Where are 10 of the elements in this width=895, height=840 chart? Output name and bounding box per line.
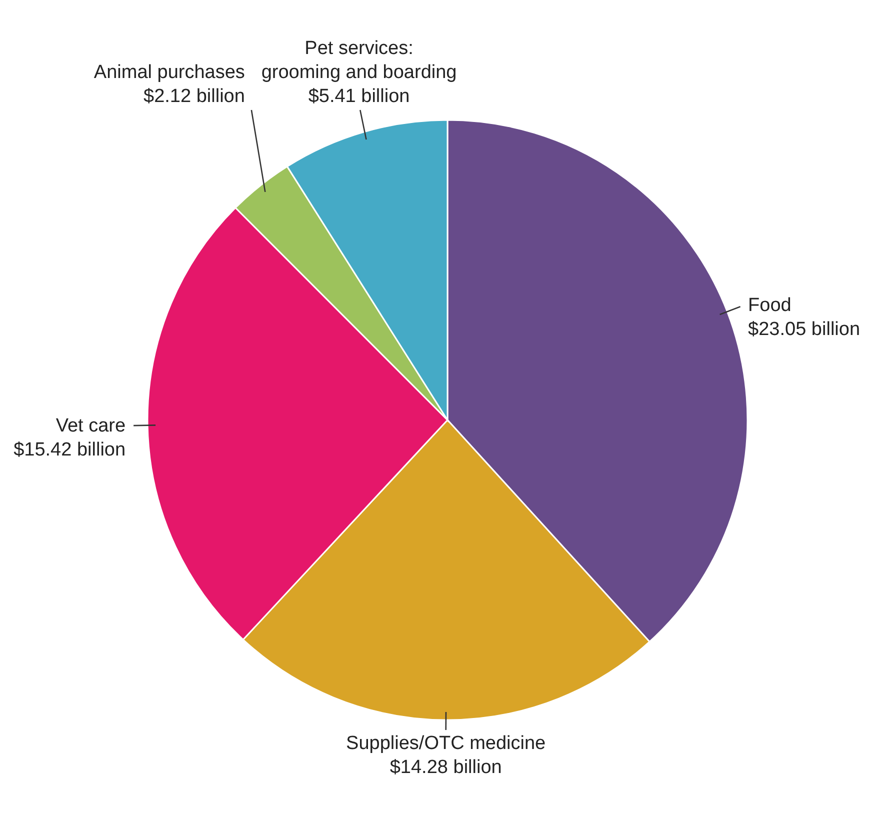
data-label: $15.42 billion (14, 440, 126, 461)
data-label: $5.41 billion (308, 86, 410, 107)
data-label: $14.28 billion (390, 757, 502, 778)
slice-label: Supplies/OTC medicine (346, 733, 546, 754)
slice-label: Pet services: grooming and boarding (261, 38, 457, 83)
data-label: $2.12 billion (144, 86, 245, 107)
data-label: $23.05 billion (748, 319, 860, 340)
slice-label: Animal purchases (94, 62, 245, 83)
slice-label: Food (748, 295, 792, 316)
slice-label: Vet care (56, 416, 126, 437)
